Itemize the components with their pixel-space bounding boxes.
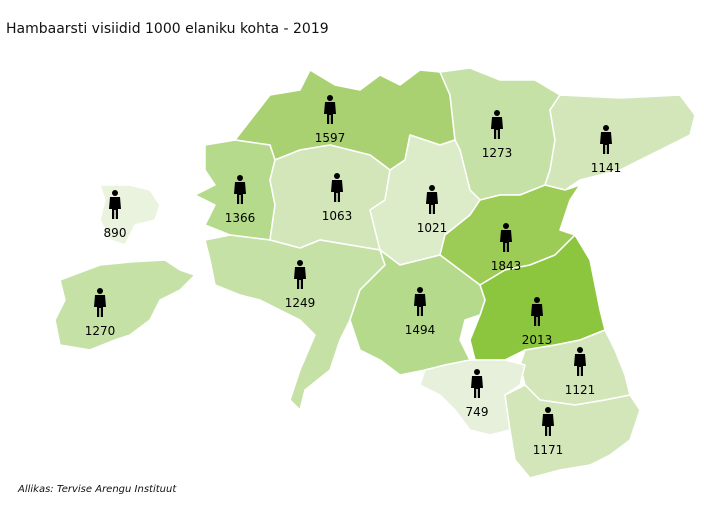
region-value: 1366 <box>225 211 256 225</box>
icon-head <box>603 125 609 131</box>
source: Allikas: Tervise Arengu Instituut <box>17 484 177 495</box>
icon-head <box>474 369 480 375</box>
region-value: 1597 <box>315 131 346 145</box>
icon-body <box>531 304 543 326</box>
region-value: 1270 <box>85 324 116 338</box>
region-value: 890 <box>104 226 127 240</box>
icon-body <box>574 354 586 376</box>
person-icon <box>471 369 483 398</box>
person-icon <box>234 175 246 204</box>
icon-head <box>577 347 583 353</box>
regions <box>54 67 696 479</box>
region-value: 1843 <box>491 259 522 273</box>
icon-head <box>237 175 243 181</box>
icon-body <box>471 376 483 398</box>
icon-body <box>294 267 306 289</box>
icon-body <box>109 197 121 219</box>
person-icon <box>109 190 121 219</box>
region-value: 1021 <box>417 221 448 235</box>
region-value: 1171 <box>533 443 564 457</box>
region <box>544 94 696 191</box>
icon-body <box>331 180 343 202</box>
icon-head <box>417 287 423 293</box>
icon-body <box>542 414 554 436</box>
person-icon <box>426 185 438 214</box>
icon-body <box>491 117 503 139</box>
labels: 1597 1273 1141 1366 1063 1021 1843 2013 890 1270 1… <box>85 95 622 457</box>
region-value: 1273 <box>482 146 513 160</box>
person-icon <box>600 125 612 154</box>
icon-body <box>94 295 106 317</box>
icon-head <box>297 260 303 266</box>
person-icon <box>331 173 343 202</box>
icon-body <box>234 182 246 204</box>
region <box>204 234 386 411</box>
region <box>269 144 391 251</box>
map-title: Hambaarsti visiidid 1000 elaniku kohta -… <box>6 21 329 37</box>
icon-head <box>112 190 118 196</box>
person-icon <box>324 95 336 124</box>
person-icon <box>542 407 554 436</box>
person-icon <box>500 223 512 252</box>
region-value: 1249 <box>285 296 316 310</box>
region <box>54 259 196 351</box>
person-icon <box>94 288 106 317</box>
icon-body <box>600 132 612 154</box>
region-value: 1494 <box>405 323 436 337</box>
icon-body <box>500 230 512 252</box>
person-icon <box>531 297 543 326</box>
icon-head <box>429 185 435 191</box>
icon-body <box>324 102 336 124</box>
person-icon <box>491 110 503 139</box>
icon-head <box>545 407 551 413</box>
icon-head <box>97 288 103 294</box>
region-value: 2013 <box>522 333 553 347</box>
person-icon <box>414 287 426 316</box>
icon-body <box>414 294 426 316</box>
icon-head <box>503 223 509 229</box>
person-icon <box>294 260 306 289</box>
icon-head <box>327 95 333 101</box>
icon-head <box>534 297 540 303</box>
region-value: 1141 <box>591 161 622 175</box>
region <box>504 384 641 479</box>
region-value: 1121 <box>565 383 596 397</box>
icon-head <box>494 110 500 116</box>
icon-body <box>426 192 438 214</box>
person-icon <box>574 347 586 376</box>
icon-head <box>334 173 340 179</box>
region <box>419 359 526 436</box>
region-value: 749 <box>466 405 489 419</box>
region-value: 1063 <box>322 209 353 223</box>
